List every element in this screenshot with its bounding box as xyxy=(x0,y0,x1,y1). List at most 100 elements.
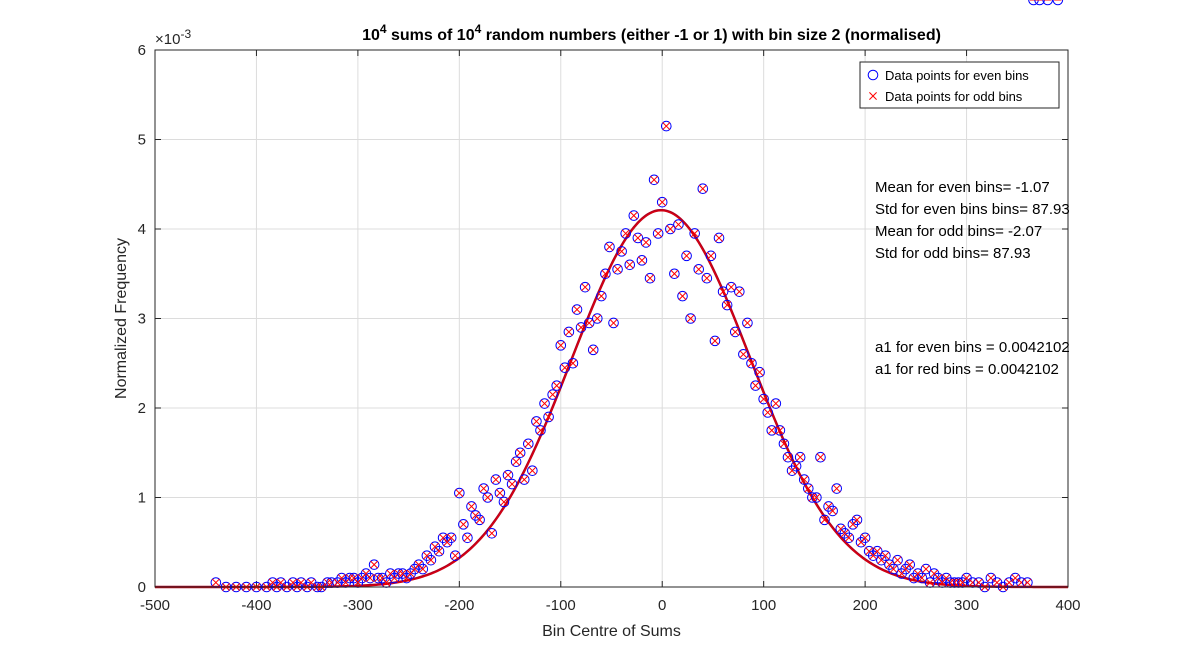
even-bin-point xyxy=(652,228,664,239)
odd-bin-point xyxy=(658,198,667,207)
odd-bin-point xyxy=(556,341,565,350)
even-bin-point xyxy=(794,451,806,463)
even-bin-point xyxy=(567,357,579,369)
odd-bin-point xyxy=(986,574,995,583)
chart-title: 104 sums of 104 random numbers (either -… xyxy=(362,22,941,44)
y-exponent-label: ×10-3 xyxy=(155,27,191,48)
odd-bin-point xyxy=(759,395,768,404)
even-bin-point xyxy=(774,425,786,436)
even-bin-point xyxy=(640,237,652,248)
odd-bin-point xyxy=(828,506,837,515)
even-bin-point xyxy=(742,317,753,329)
even-bin-point xyxy=(880,550,891,561)
odd-bin-point xyxy=(755,368,764,377)
y-tick-label: 3 xyxy=(138,311,146,328)
even-bin-point xyxy=(803,483,814,494)
odd-bin-point xyxy=(666,225,675,233)
legend: Data points for even bins Data points fo… xyxy=(859,61,1060,109)
even-bin-point xyxy=(815,451,826,463)
legend-circle-marker xyxy=(867,69,879,81)
odd-bin-point xyxy=(426,556,435,565)
x-tick-label: 300 xyxy=(954,597,979,614)
even-bin-point xyxy=(587,344,599,356)
even-bin-point xyxy=(778,438,790,450)
odd-bin-point xyxy=(926,578,934,587)
odd-bin-point xyxy=(451,551,460,560)
even-bin-point xyxy=(758,393,769,405)
odd-bin-point xyxy=(467,502,476,511)
y-exponent-power: -3 xyxy=(180,27,191,41)
even-bin-point xyxy=(490,474,502,485)
odd-bin-point xyxy=(345,574,354,583)
odd-bin-point xyxy=(678,292,687,301)
annotation-std-even: Std for even bins bins= 87.93 xyxy=(875,201,1070,218)
even-bin-point xyxy=(904,559,916,570)
x-tick-label: -500 xyxy=(140,597,170,614)
odd-bin-point xyxy=(532,417,541,426)
odd-bin-point xyxy=(844,533,853,542)
odd-bin-point xyxy=(552,381,561,390)
odd-bin-point xyxy=(568,359,577,368)
odd-bin-point xyxy=(946,578,955,587)
odd-bin-point xyxy=(621,229,630,238)
odd-bin-point xyxy=(702,274,711,283)
even-bin-point xyxy=(579,281,591,293)
even-bin-point xyxy=(539,398,550,409)
x-tick-label: -300 xyxy=(343,597,373,614)
even-bin-point xyxy=(486,528,498,539)
even-bin-point xyxy=(535,425,546,436)
odd-bin-point xyxy=(487,529,496,538)
even-bin-point xyxy=(831,483,843,494)
odd-bin-point xyxy=(775,426,784,435)
even-bin-point xyxy=(673,219,684,230)
odd-bin-point xyxy=(763,408,772,417)
even-bin-point xyxy=(604,241,615,253)
even-bin-point xyxy=(746,357,757,369)
odd-bin-point xyxy=(637,256,646,265)
x-tick-label: 0 xyxy=(658,597,666,614)
even-bin-point xyxy=(433,545,445,557)
even-bin-point xyxy=(677,290,688,302)
even-bin-point xyxy=(669,268,680,280)
odd-bin-point xyxy=(735,287,744,296)
even-bin-point xyxy=(510,456,522,468)
even-bin-point xyxy=(527,465,538,476)
odd-bin-point xyxy=(950,578,959,587)
even-bin-point xyxy=(608,317,619,329)
even-bin-point xyxy=(372,572,384,584)
odd-bin-point xyxy=(577,323,586,332)
legend-x-marker xyxy=(869,92,877,100)
odd-bin-point xyxy=(711,336,719,345)
odd-bin-point xyxy=(629,211,638,220)
odd-bin-point xyxy=(751,381,760,390)
even-bin-point xyxy=(393,568,404,579)
odd-bin-point xyxy=(780,439,788,448)
axes-box xyxy=(154,49,1069,588)
even-bin-point xyxy=(701,272,713,284)
odd-bin-point xyxy=(573,305,581,314)
even-bin-point xyxy=(523,438,534,450)
even-bin-point xyxy=(721,299,733,311)
even-bin-point xyxy=(628,210,640,221)
odd-bin-point xyxy=(435,547,443,556)
y-tick-label: 6 xyxy=(138,42,146,59)
odd-bin-point xyxy=(483,493,492,502)
even-bin-point xyxy=(498,496,510,508)
even-bin-point xyxy=(693,263,705,275)
even-bin-point xyxy=(458,519,469,530)
legend-marker-even xyxy=(867,69,879,81)
odd-bin-point xyxy=(633,233,642,242)
odd-bin-point xyxy=(917,574,926,583)
odd-bin-point xyxy=(889,565,898,574)
even-bin-point xyxy=(612,263,623,275)
odd-bin-point xyxy=(674,220,683,229)
annotation-std-odd: Std for odd bins= 87.93 xyxy=(875,245,1031,262)
odd-bin-point xyxy=(816,453,825,462)
y-tick-label: 4 xyxy=(138,221,146,238)
odd-bin-point xyxy=(832,484,841,493)
data-points xyxy=(210,0,1064,593)
odd-bin-point xyxy=(727,283,736,292)
odd-bin-point xyxy=(495,489,504,497)
even-bin-point xyxy=(713,232,725,244)
even-bin-point xyxy=(689,228,700,239)
